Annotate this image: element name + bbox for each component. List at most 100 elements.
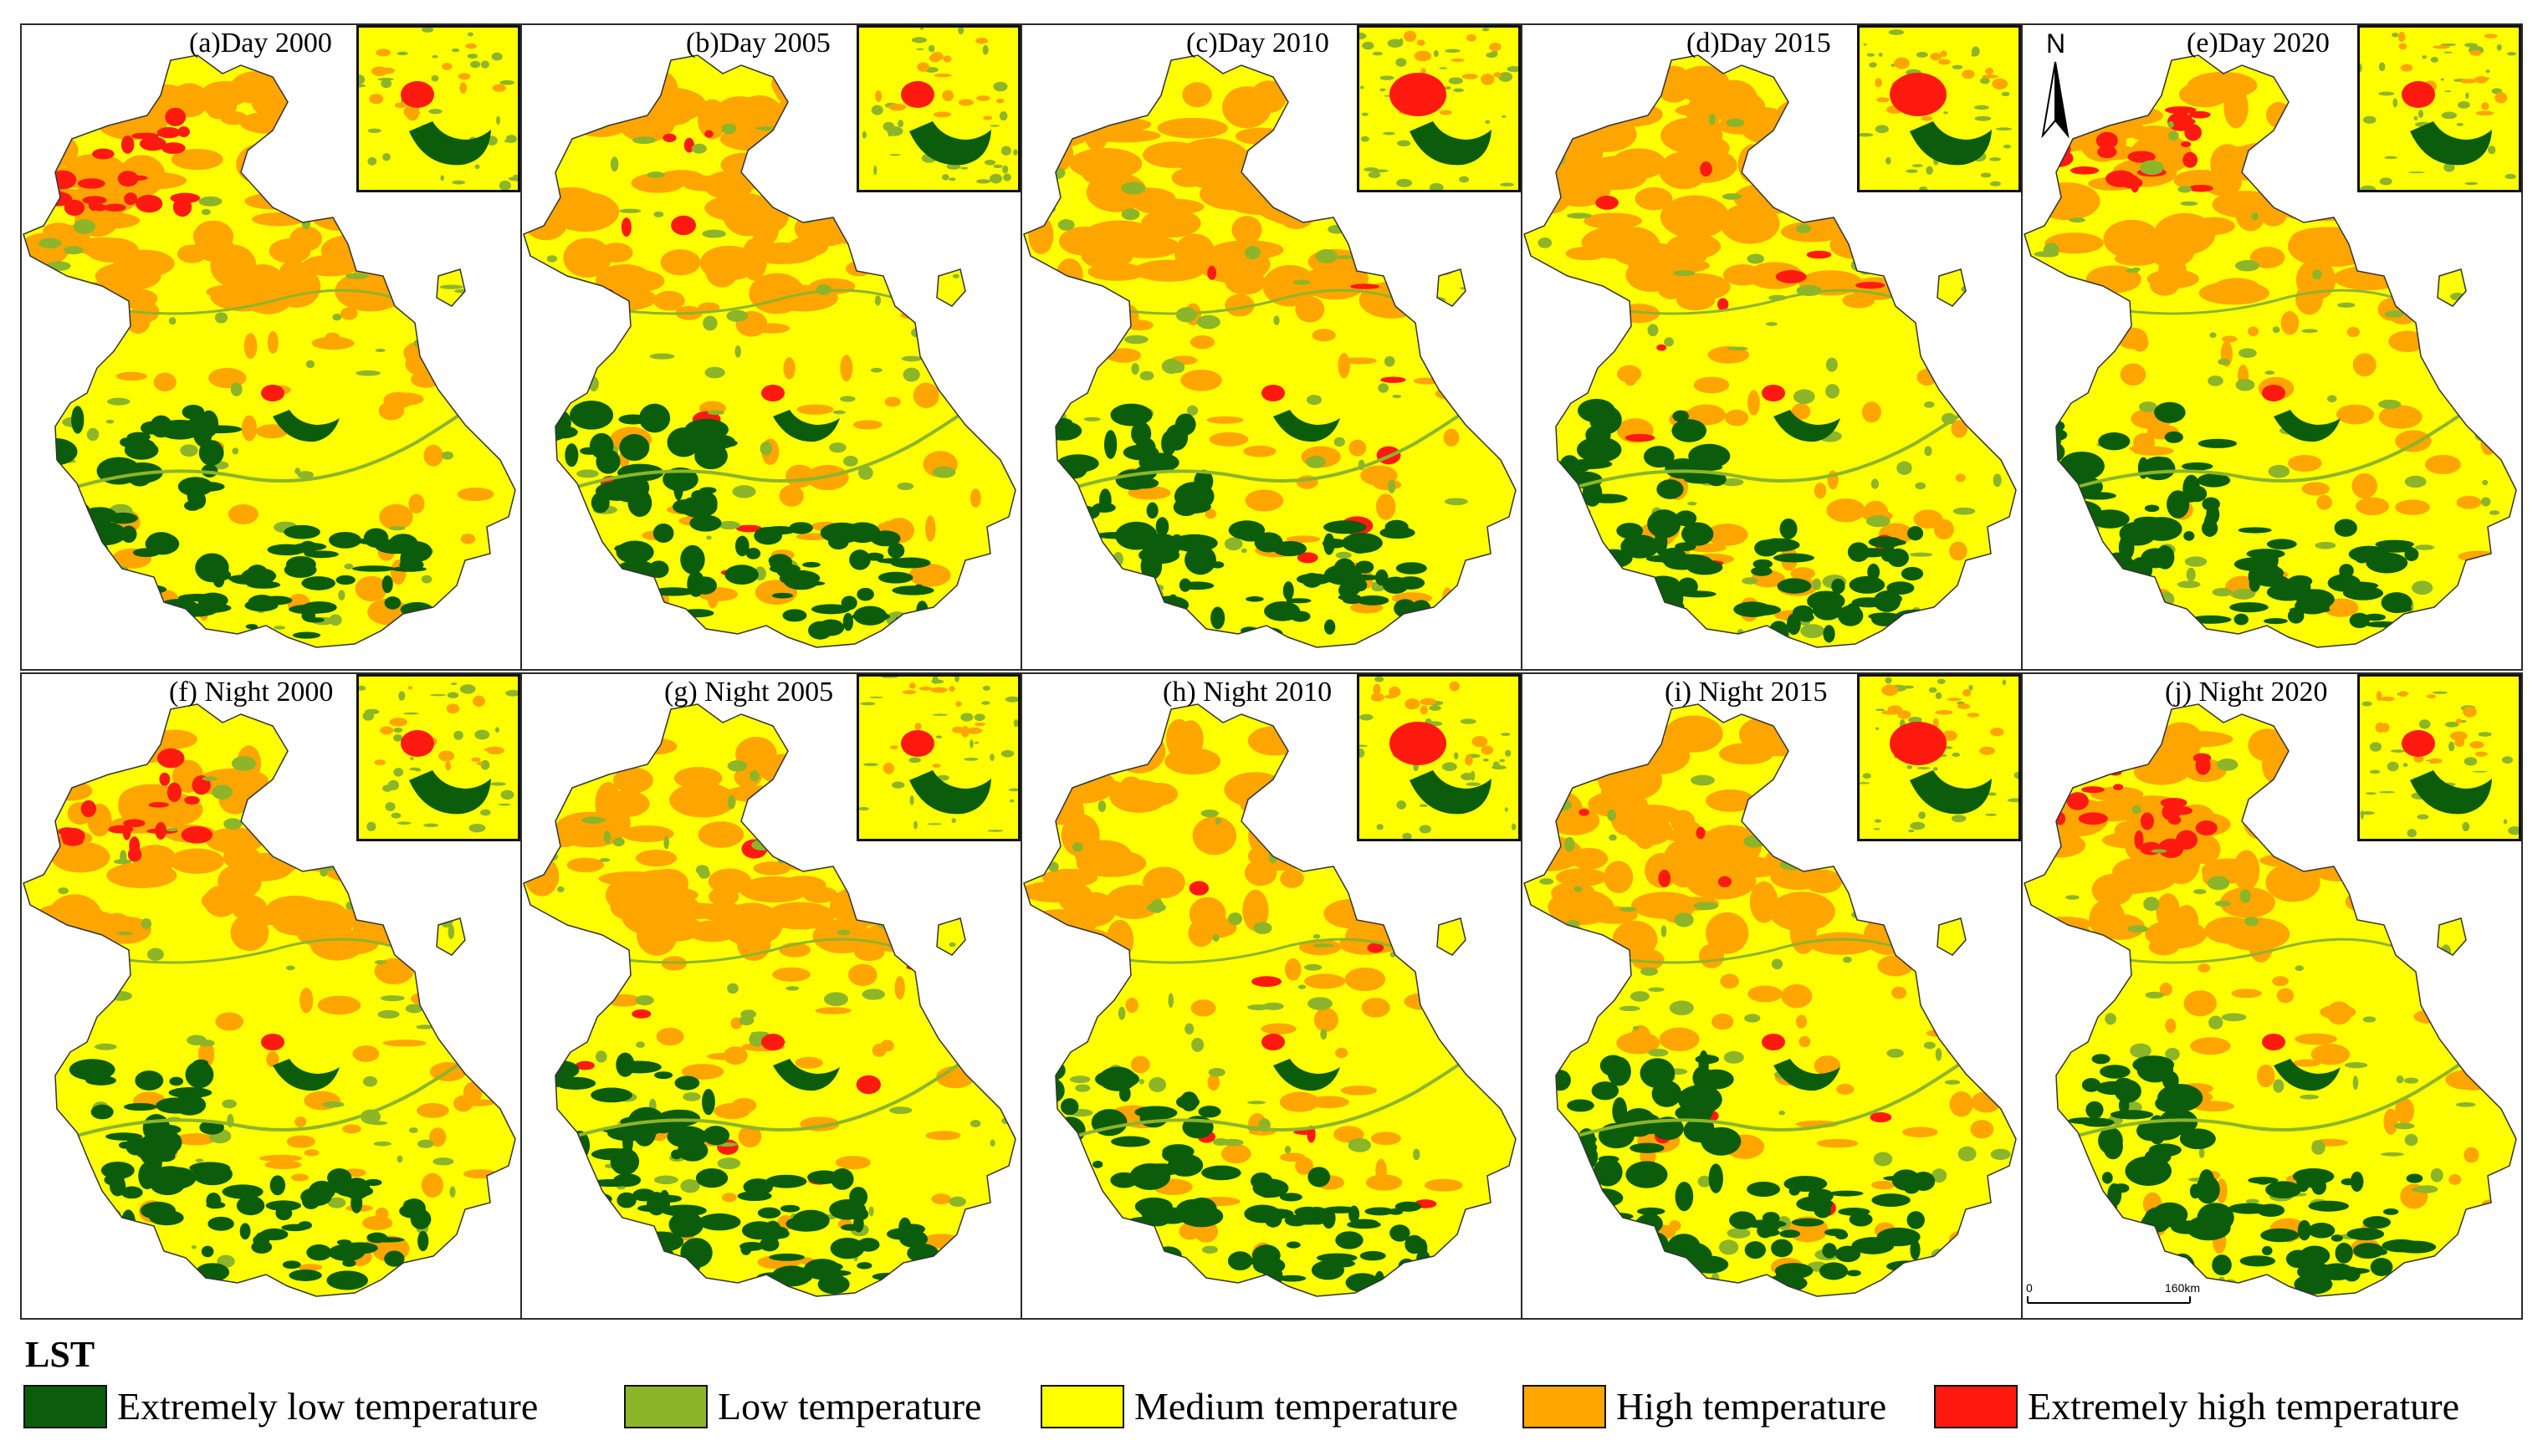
zone-extremely-low bbox=[842, 612, 854, 631]
zone-low bbox=[858, 466, 873, 480]
zone-extremely-high bbox=[139, 136, 166, 151]
zone-extremely-low bbox=[599, 1224, 620, 1251]
zone-extremely-low bbox=[591, 1087, 632, 1103]
zone-low bbox=[2273, 1079, 2285, 1093]
zone-high bbox=[1706, 912, 1749, 954]
zone-extremely-low bbox=[754, 526, 783, 545]
zone-high bbox=[1598, 102, 1663, 127]
panel-label: (a)Day 2000 bbox=[189, 28, 332, 59]
zone-high bbox=[774, 70, 801, 105]
zone-extremely-low bbox=[1048, 539, 1093, 552]
inset-low bbox=[2402, 763, 2408, 768]
zone-high bbox=[545, 186, 596, 207]
zone-low bbox=[214, 312, 228, 324]
zone-high bbox=[840, 355, 853, 382]
inset-low bbox=[928, 44, 935, 53]
inset-high bbox=[1414, 50, 1432, 62]
zone-high bbox=[2295, 1033, 2337, 1045]
zone-low bbox=[2326, 395, 2337, 403]
zone-low bbox=[2151, 849, 2167, 853]
province-outline bbox=[2437, 268, 2467, 307]
zone-high bbox=[1538, 927, 1563, 943]
inset-low bbox=[2474, 43, 2478, 51]
zone-high bbox=[463, 1048, 482, 1072]
inset-high bbox=[1947, 697, 1962, 702]
zone-extremely-low bbox=[47, 1221, 64, 1246]
zone-low bbox=[1388, 479, 1396, 493]
zone-extremely-low bbox=[192, 1162, 233, 1186]
zone-low bbox=[1873, 1152, 1893, 1167]
zone-low bbox=[2037, 621, 2049, 635]
zone-low bbox=[50, 584, 76, 598]
zone-high bbox=[1190, 999, 1216, 1017]
zone-extremely-low bbox=[643, 1256, 683, 1278]
zone-high bbox=[1949, 541, 1967, 561]
zone-extremely-low bbox=[124, 441, 159, 460]
zone-low bbox=[2127, 925, 2149, 933]
zone-high bbox=[1231, 216, 1262, 244]
zone-high bbox=[530, 284, 570, 308]
zone-extremely-low bbox=[2146, 1118, 2183, 1141]
zone-high bbox=[1105, 885, 1162, 920]
inset-low bbox=[393, 769, 404, 774]
river bbox=[571, 289, 924, 315]
zone-high bbox=[1558, 93, 1590, 108]
zone-extremely-low bbox=[663, 467, 698, 492]
inset-low bbox=[366, 821, 376, 831]
inset-low bbox=[2378, 91, 2395, 96]
inset-high bbox=[442, 63, 453, 70]
river bbox=[54, 391, 492, 495]
inset-high bbox=[471, 757, 481, 762]
zone-low bbox=[201, 208, 211, 216]
zone-high bbox=[1024, 881, 1092, 902]
inset-map bbox=[2357, 674, 2521, 841]
zone-high bbox=[1804, 192, 1865, 234]
inset-low bbox=[453, 730, 463, 740]
zone-low bbox=[1632, 1284, 1648, 1289]
zone-extremely-low bbox=[120, 1209, 136, 1236]
zone-high bbox=[2219, 886, 2275, 918]
zone-low bbox=[1935, 1048, 1942, 1061]
inset-low bbox=[1888, 29, 1905, 35]
inset-low bbox=[974, 713, 985, 722]
inset-high bbox=[2494, 92, 2508, 104]
inset-low bbox=[415, 769, 422, 772]
zone-extremely-high bbox=[2066, 792, 2089, 810]
legend-label: Low temperature bbox=[718, 1385, 982, 1428]
zone-extremely-high bbox=[2164, 106, 2197, 115]
zone-high bbox=[867, 847, 934, 884]
inset-low bbox=[932, 713, 949, 717]
city-hotspot bbox=[1762, 1034, 1785, 1050]
zone-low bbox=[2300, 1094, 2320, 1100]
zone-high bbox=[704, 194, 777, 222]
zone-extremely-high bbox=[2097, 146, 2117, 159]
zone-extremely-low bbox=[2249, 575, 2261, 592]
zone-extremely-low bbox=[1253, 1257, 1286, 1275]
zone-low bbox=[599, 858, 611, 862]
inset-high bbox=[394, 102, 407, 109]
zone-extremely-low bbox=[131, 1245, 146, 1257]
inset-high bbox=[2376, 691, 2382, 702]
inset-high bbox=[1938, 59, 1951, 65]
zone-high bbox=[2453, 307, 2486, 319]
zone-high bbox=[1916, 368, 1938, 386]
zone-extremely-low bbox=[1335, 1231, 1364, 1249]
lake bbox=[2274, 1059, 2341, 1091]
inset-high bbox=[1466, 33, 1476, 42]
lake bbox=[773, 410, 840, 442]
zone-low bbox=[1931, 1168, 1947, 1183]
zone-extremely-low bbox=[56, 604, 102, 634]
inset-high bbox=[492, 84, 506, 92]
zone-extremely-low bbox=[1539, 1253, 1573, 1262]
zone-high bbox=[317, 995, 361, 1015]
zone-high bbox=[1774, 175, 1840, 202]
inset-high bbox=[1439, 110, 1452, 115]
zone-high bbox=[220, 110, 248, 125]
inset-lake bbox=[2410, 770, 2492, 815]
zone-extremely-low bbox=[222, 1184, 263, 1199]
zone-high bbox=[1569, 847, 1609, 870]
zone-extremely-low bbox=[2247, 1280, 2264, 1290]
zone-high bbox=[1304, 973, 1346, 989]
zone-low bbox=[953, 273, 959, 278]
zone-low bbox=[73, 1188, 83, 1194]
